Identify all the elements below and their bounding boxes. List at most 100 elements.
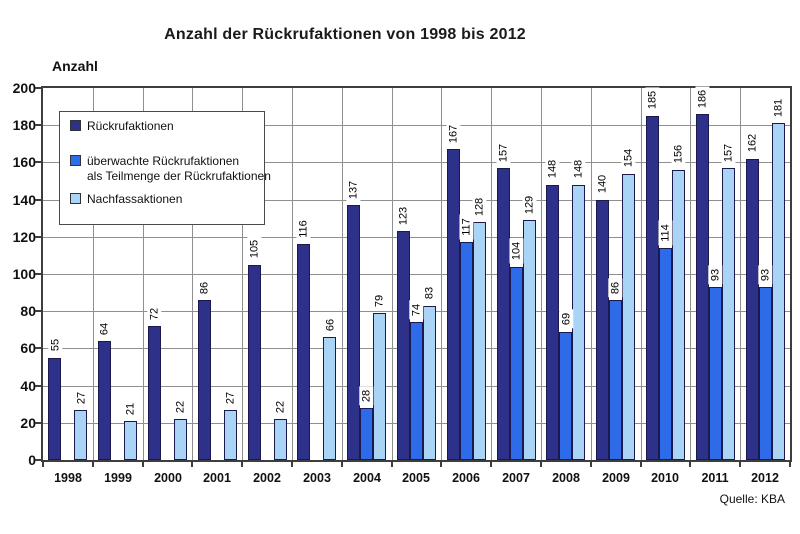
bar-value-label: 86 [608, 278, 623, 297]
bar [174, 419, 187, 460]
bar [48, 357, 62, 460]
y-tick-label: 80 [20, 303, 36, 319]
legend-label: überwachte Rückrufaktionen als Teilmenge… [87, 154, 271, 184]
x-tick-label: 2000 [154, 471, 182, 485]
v-gridline [392, 88, 393, 460]
v-gridline [591, 88, 592, 460]
bar [397, 231, 410, 460]
y-tick-mark [35, 124, 41, 126]
bar-value-label: 157 [721, 140, 736, 165]
bar-value-label: 154 [621, 145, 636, 171]
bar [297, 244, 311, 460]
v-gridline [641, 88, 642, 460]
legend-swatch-light-blue [70, 193, 81, 204]
x-tick-label: 2010 [651, 471, 679, 485]
chart-title: Anzahl der Rückrufaktionen von 1998 bis … [164, 26, 526, 43]
v-gridline [292, 88, 293, 460]
bar-value-label: 156 [671, 141, 686, 167]
y-tick-mark [35, 385, 41, 387]
bar [609, 300, 623, 460]
plot-area [41, 86, 792, 462]
x-tick-mark [391, 462, 393, 467]
x-tick-label: 1999 [104, 471, 132, 485]
h-gridline [43, 237, 790, 238]
bar [596, 199, 610, 460]
legend-label-line1: überwachte Rückrufaktionen [87, 154, 240, 168]
legend-item-ueberwachte: überwachte Rückrufaktionen als Teilmenge… [70, 154, 271, 184]
x-tick-mark [341, 462, 343, 467]
y-tick-label: 200 [12, 80, 36, 96]
bar-value-label: 55 [47, 336, 62, 355]
h-gridline [43, 162, 790, 163]
x-tick-mark [92, 462, 94, 467]
bar [98, 341, 112, 460]
bar-value-label: 74 [409, 300, 424, 320]
bar-value-label: 64 [97, 319, 112, 338]
bar [74, 409, 88, 460]
bar-value-label: 72 [147, 304, 162, 324]
x-tick-mark [142, 462, 144, 467]
bar [659, 248, 672, 460]
bar-value-label: 28 [359, 386, 374, 405]
v-gridline [192, 88, 193, 460]
h-gridline [43, 200, 790, 201]
bar-value-label: 186 [695, 86, 710, 112]
bar-value-label: 128 [472, 194, 487, 219]
bar-value-label: 79 [372, 291, 387, 311]
x-tick-label: 2001 [203, 471, 231, 485]
x-tick-mark [241, 462, 243, 467]
y-tick-label: 0 [28, 452, 36, 468]
bar-value-label: 83 [422, 284, 437, 303]
bar [745, 158, 759, 460]
y-tick-label: 100 [12, 266, 36, 282]
bar [148, 326, 161, 460]
bar-value-label: 185 [645, 87, 660, 113]
bar-value-label: 116 [296, 216, 311, 242]
bar [472, 221, 486, 460]
legend-label-line2: als Teilmenge der Rückrufaktionen [87, 169, 271, 183]
y-tick-mark [35, 236, 41, 238]
x-tick-label: 2009 [602, 471, 630, 485]
h-gridline [43, 125, 790, 126]
x-tick-mark [440, 462, 442, 467]
v-gridline [143, 88, 144, 460]
bar-value-label: 148 [545, 156, 560, 182]
y-tick-mark [35, 422, 41, 424]
x-tick-label: 2008 [552, 471, 580, 485]
x-tick-mark [640, 462, 642, 467]
bar [509, 266, 523, 460]
bar [695, 114, 709, 460]
bar [360, 407, 374, 460]
x-tick-label: 2011 [701, 471, 729, 485]
x-tick-label: 2005 [402, 471, 430, 485]
bar [758, 287, 772, 460]
source-note: Quelle: KBA [719, 492, 785, 506]
x-tick-mark [590, 462, 592, 467]
x-tick-label: 2006 [452, 471, 480, 485]
bar-value-label: 22 [173, 397, 188, 417]
x-tick-mark [689, 462, 691, 467]
bar-value-label: 69 [558, 310, 573, 329]
x-tick-mark [191, 462, 193, 467]
x-tick-mark [291, 462, 293, 467]
bar [522, 220, 536, 460]
y-tick-mark [35, 199, 41, 201]
y-tick-mark [35, 459, 41, 461]
bar [646, 115, 659, 460]
y-tick-mark [35, 347, 41, 349]
bar-value-label: 157 [496, 140, 511, 165]
legend-label: Rückrufaktionen [87, 119, 174, 133]
bar-value-label: 167 [446, 121, 461, 147]
bar-value-label: 86 [197, 278, 212, 297]
v-gridline [541, 88, 542, 460]
bar-value-label: 27 [73, 388, 88, 407]
x-tick-label: 2002 [253, 471, 281, 485]
x-tick-mark [540, 462, 542, 467]
bar-value-label: 93 [758, 265, 773, 284]
bar [496, 168, 510, 460]
bar [410, 322, 423, 460]
chart-legend: Rückrufaktionen überwachte Rückrufaktion… [59, 111, 271, 225]
bar [459, 242, 473, 460]
legend-item-nachfassaktionen: Nachfassaktionen [70, 192, 182, 207]
bar-value-label: 105 [247, 236, 262, 262]
